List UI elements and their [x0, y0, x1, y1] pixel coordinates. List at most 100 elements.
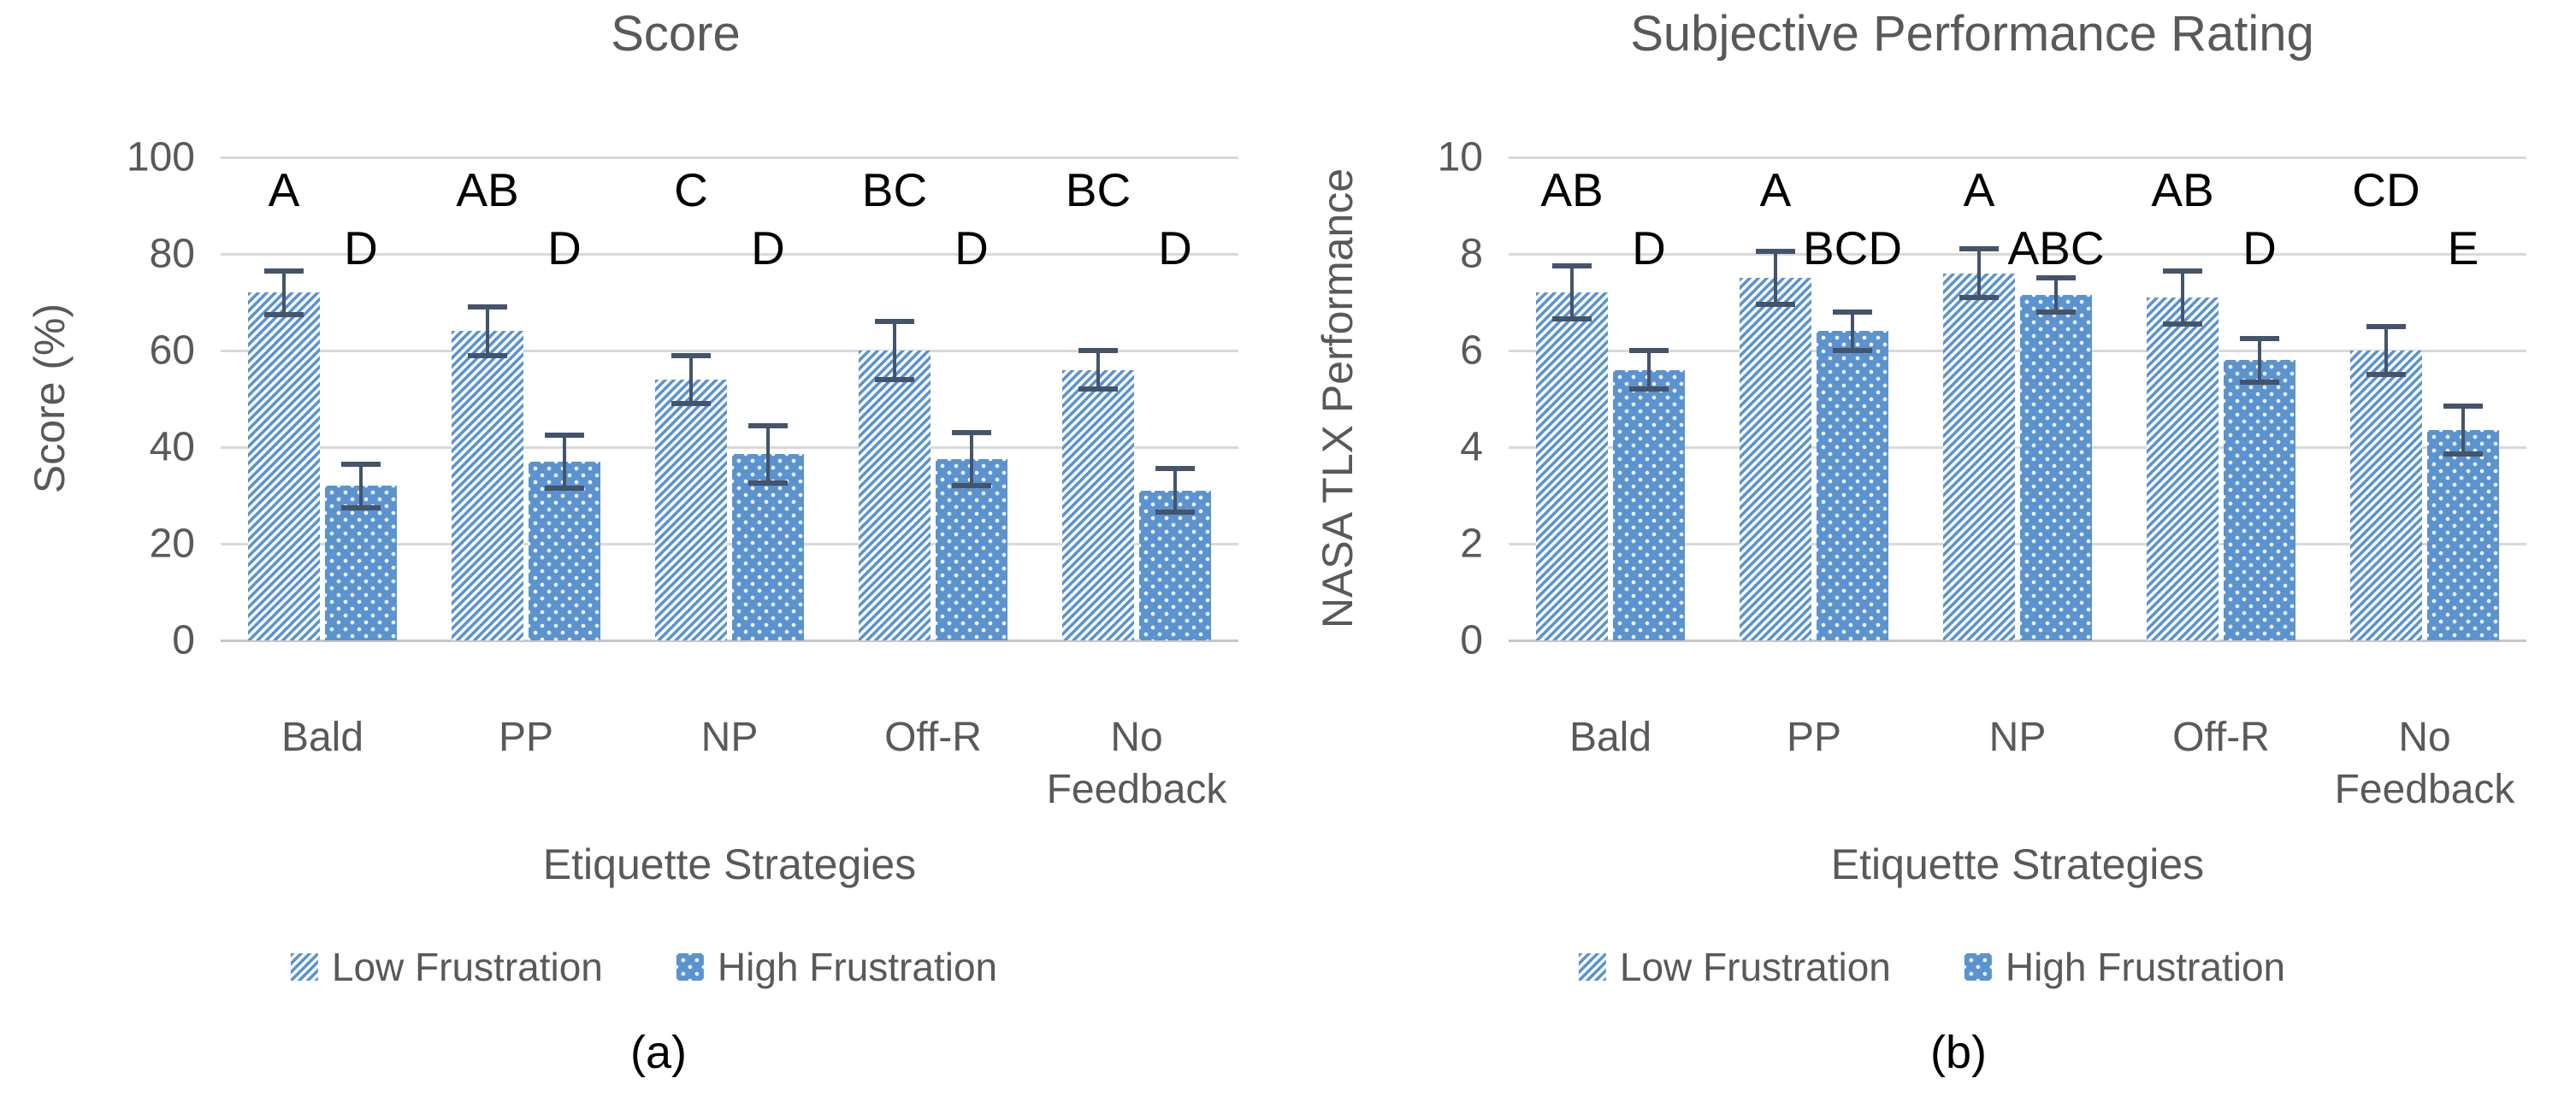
x-category-label-no-feedback: No Feedback	[2334, 715, 2515, 813]
sig-letter-low-frustration-no-feedback: CD	[2352, 163, 2420, 216]
error-bar-low-frustration-pp	[1774, 251, 1777, 305]
error-bar-low-frustration-bald	[1570, 266, 1574, 320]
error-cap-top	[2443, 403, 2483, 409]
sig-letter-low-frustration-off-r: BC	[861, 163, 928, 216]
legend: Low Frustration High Frustration	[290, 944, 998, 990]
error-cap-bottom	[748, 480, 788, 486]
x-category-label-no-feedback: No Feedback	[1046, 715, 1227, 813]
bar-high-frustration-pp	[529, 461, 600, 640]
x-category-label-bald: Bald	[1569, 715, 1652, 760]
error-bar-high-frustration-pp	[1851, 311, 1854, 351]
gridline-2	[1509, 542, 2526, 545]
y-tick-label-40: 40	[149, 424, 195, 470]
sig-letter-low-frustration-pp: AB	[456, 163, 519, 216]
error-cap-bottom	[2163, 321, 2202, 327]
error-cap-bottom	[1155, 510, 1195, 516]
error-cap-top	[1833, 309, 1872, 315]
sig-letter-low-frustration-bald: A	[268, 163, 300, 216]
bar-low-frustration-np	[1943, 273, 2015, 640]
error-cap-bottom	[2443, 451, 2483, 457]
error-bar-low-frustration-no-feedback	[2384, 326, 2388, 375]
error-cap-top	[875, 319, 914, 325]
error-cap-bottom	[671, 401, 711, 407]
y-tick-label-100: 100	[126, 134, 195, 180]
error-bar-high-frustration-no-feedback	[2461, 405, 2465, 455]
gridline-4	[1509, 445, 2526, 449]
error-cap-bottom	[875, 376, 914, 382]
bar-low-frustration-bald	[1536, 292, 1608, 640]
gridline-6	[1509, 349, 2526, 352]
sig-letter-high-frustration-off-r: D	[954, 221, 989, 274]
error-cap-top	[1078, 348, 1118, 353]
error-cap-top	[264, 268, 304, 274]
x-category-label-bald: Bald	[281, 715, 364, 760]
sig-letter-high-frustration-bald: D	[344, 221, 378, 274]
error-cap-top	[1155, 466, 1195, 472]
gridline-100	[221, 156, 1238, 159]
error-bar-low-frustration-np	[689, 355, 693, 404]
error-cap-bottom	[468, 352, 507, 358]
y-tick-label-80: 80	[149, 231, 195, 277]
bar-low-frustration-bald	[248, 292, 320, 640]
error-cap-top	[468, 304, 507, 310]
legend-item-low-frustration: Low Frustration	[290, 944, 603, 990]
error-bar-high-frustration-pp	[563, 434, 566, 489]
gridline-8	[1509, 252, 2526, 256]
sig-letter-high-frustration-bald: D	[1632, 221, 1666, 274]
error-cap-top	[341, 461, 381, 467]
legend-swatch-hatch-icon	[290, 953, 318, 981]
sig-letter-high-frustration-off-r: D	[2242, 221, 2277, 274]
x-category-label-np: NP	[700, 715, 759, 760]
chart-title: Subjective Performance Rating	[1630, 6, 2314, 62]
legend-swatch-dots-icon	[676, 953, 704, 981]
figure-caption-b: (b)	[1930, 1027, 1987, 1078]
legend-swatch-hatch-icon	[1578, 953, 1606, 981]
error-bar-high-frustration-bald	[1647, 351, 1651, 390]
chart-panel-b: Subjective Performance Rating NASA TLX P…	[1288, 0, 2576, 1120]
legend-label-high: High Frustration	[717, 945, 998, 989]
bar-high-frustration-off-r	[936, 459, 1007, 640]
error-cap-top	[2036, 275, 2076, 281]
error-cap-top	[2366, 323, 2406, 329]
error-cap-top	[2240, 335, 2279, 341]
gridline-60	[221, 349, 1238, 352]
x-category-label-pp: PP	[1786, 715, 1842, 760]
x-axis-title: Etiquette Strategies	[542, 840, 917, 888]
error-cap-top	[952, 430, 991, 436]
error-cap-top	[671, 352, 711, 358]
sig-letter-low-frustration-pp: A	[1759, 163, 1792, 216]
y-tick-label-10: 10	[1437, 134, 1483, 180]
figure-caption-a: (a)	[630, 1027, 687, 1078]
y-tick-label-60: 60	[149, 327, 195, 374]
error-cap-bottom	[1959, 294, 1999, 300]
bar-low-frustration-pp	[452, 331, 523, 640]
error-cap-top	[545, 432, 584, 438]
x-category-label-np: NP	[1988, 715, 2047, 760]
error-cap-bottom	[264, 311, 304, 317]
error-bar-high-frustration-off-r	[2258, 338, 2261, 382]
error-cap-bottom	[2366, 372, 2406, 378]
error-cap-top	[2163, 268, 2202, 274]
x-category-label-off-r: Off-R	[2172, 715, 2270, 760]
plot-area	[1509, 156, 2526, 642]
gridline-20	[221, 542, 1238, 545]
legend-item-low-frustration: Low Frustration	[1578, 944, 1891, 990]
error-cap-bottom	[2036, 309, 2076, 315]
bar-high-frustration-no-feedback	[2427, 430, 2499, 640]
error-cap-bottom	[1629, 386, 1669, 392]
bar-high-frustration-np	[2020, 295, 2092, 640]
sig-letter-high-frustration-no-feedback: D	[1158, 221, 1192, 274]
error-bar-high-frustration-off-r	[970, 433, 973, 486]
bar-high-frustration-pp	[1817, 331, 1888, 640]
bar-high-frustration-bald	[325, 486, 397, 640]
y-tick-label-2: 2	[1460, 521, 1483, 567]
error-cap-bottom	[1833, 348, 1872, 353]
bar-low-frustration-no-feedback	[2350, 351, 2422, 640]
gridline-40	[221, 445, 1238, 449]
legend: Low Frustration High Frustration	[1578, 944, 2285, 990]
chart-panel-a: Score Score (%) Etiquette Strategies Low…	[26, 6, 1238, 1078]
sig-letter-high-frustration-pp: BCD	[1802, 221, 1903, 274]
gridline-10	[1509, 156, 2526, 159]
error-bar-low-frustration-bald	[282, 270, 286, 315]
